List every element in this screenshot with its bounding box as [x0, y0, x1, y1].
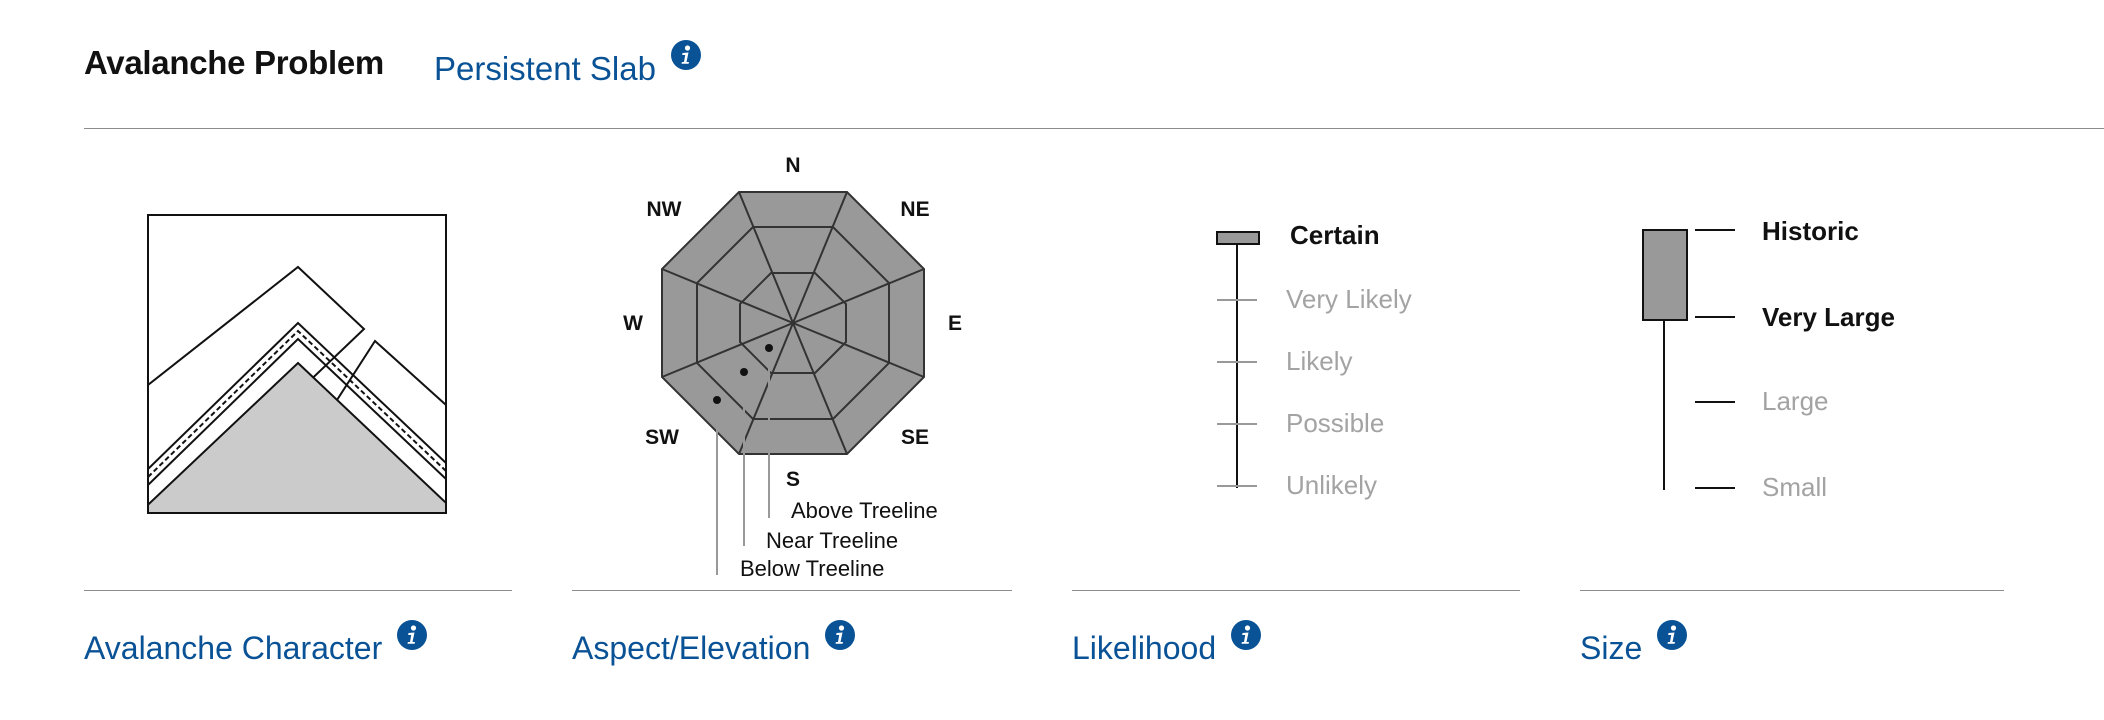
info-icon[interactable] — [825, 620, 856, 650]
info-icon[interactable] — [1231, 620, 1261, 650]
problem-type-label: Persistent Slab — [434, 50, 656, 87]
info-icon[interactable] — [671, 40, 702, 70]
compass-ne: NE — [900, 198, 929, 221]
rose-inner-ring — [739, 272, 847, 374]
size-link[interactable]: Size — [1580, 620, 1688, 667]
avalanche-character-link[interactable]: Avalanche Character — [84, 620, 428, 667]
likelihood-possible: Possible — [1286, 408, 1385, 438]
size-historic: Historic — [1762, 216, 1859, 246]
elevation-above-treeline: Above Treeline — [791, 498, 938, 523]
page-title: Avalanche Problem — [84, 44, 384, 81]
likelihood-scale — [1216, 231, 1260, 488]
likelihood-certain: Certain — [1290, 220, 1380, 250]
likelihood-link[interactable]: Likelihood — [1072, 620, 1261, 667]
aspect-divider — [572, 590, 1012, 591]
compass-sw: SW — [645, 426, 679, 449]
problem-type[interactable]: Persistent Slab — [434, 40, 702, 88]
elevation-near-treeline: Near Treeline — [766, 528, 898, 553]
likelihood-label: Likelihood — [1072, 630, 1217, 666]
compass-s: S — [786, 468, 800, 491]
info-icon[interactable] — [1657, 620, 1688, 650]
likelihood-unlikely: Unlikely — [1286, 470, 1378, 500]
size-selected-bar — [1642, 229, 1688, 321]
size-scale — [1642, 229, 1735, 490]
aspect-elevation-rose: N NE E SE S SW W NW Above Treeline Near … — [623, 154, 962, 581]
avalanche-character-label: Avalanche Character — [84, 630, 383, 666]
aspect-elevation-label: Aspect/Elevation — [572, 630, 811, 666]
likelihood-likely: Likely — [1286, 346, 1353, 376]
compass-w: W — [623, 312, 643, 335]
size-large: Large — [1762, 386, 1829, 416]
avalanche-character-diagram — [147, 214, 447, 514]
size-small: Small — [1762, 472, 1828, 502]
likelihood-divider — [1072, 590, 1520, 591]
size-very-large: Very Large — [1762, 302, 1895, 332]
likelihood-selected-bar — [1216, 231, 1260, 245]
likelihood-very-likely: Very Likely — [1286, 284, 1412, 314]
elevation-below-treeline: Below Treeline — [740, 556, 884, 581]
size-divider — [1580, 590, 2004, 591]
compass-nw: NW — [647, 198, 682, 221]
header-divider — [84, 128, 2104, 129]
info-icon[interactable] — [397, 620, 428, 650]
character-divider — [84, 590, 512, 591]
compass-n: N — [785, 154, 800, 177]
compass-e: E — [948, 312, 962, 335]
aspect-elevation-link[interactable]: Aspect/Elevation — [572, 620, 856, 667]
compass-se: SE — [901, 426, 929, 449]
size-label: Size — [1580, 630, 1643, 666]
